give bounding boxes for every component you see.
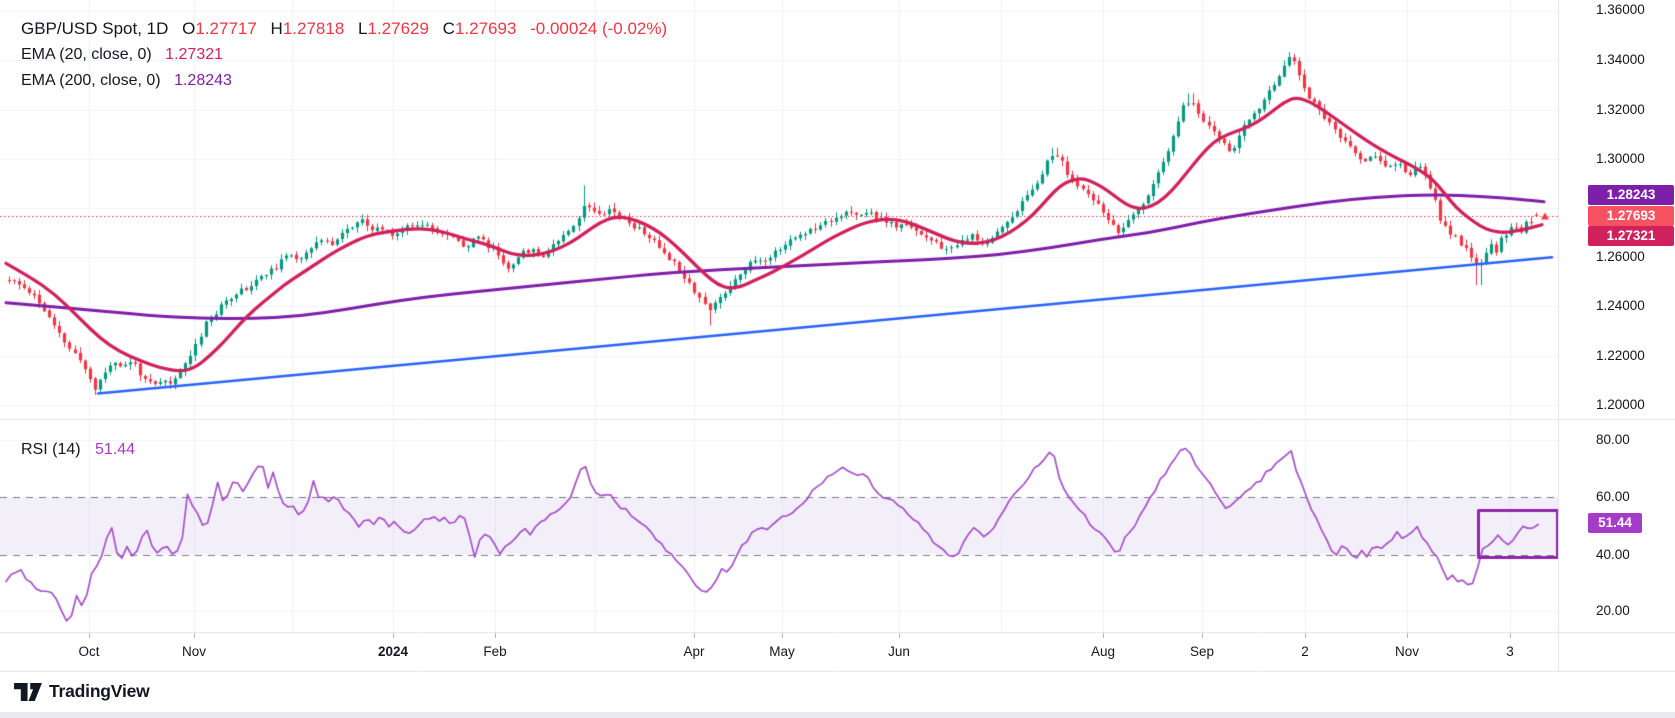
axis-tick-label: 1.26000 xyxy=(1596,249,1645,264)
time-axis-label: 2 xyxy=(1301,644,1309,659)
symbol-title: GBP/USD Spot, 1D xyxy=(21,19,169,38)
time-axis-label: Sep xyxy=(1189,644,1215,659)
low-value: 1.27629 xyxy=(367,19,429,38)
open-label: O xyxy=(182,19,196,38)
legend-ema200-row[interactable]: EMA (200, close, 0) 1.28243 xyxy=(21,68,667,94)
time-axis-label: Oct xyxy=(78,644,100,659)
time-axis-label: May xyxy=(769,644,795,659)
time-axis-tick xyxy=(89,633,90,638)
axis-tick-label: 1.22000 xyxy=(1596,348,1645,363)
axis-tick-label: 1.36000 xyxy=(1596,2,1645,17)
rsi-value: 51.44 xyxy=(95,441,136,458)
time-axis-tick xyxy=(1510,633,1511,638)
rsi-label: RSI (14) xyxy=(21,441,81,458)
axis-tick-label: 1.30000 xyxy=(1596,151,1645,166)
axis-tick-label: 40.00 xyxy=(1596,547,1630,562)
low-label: L xyxy=(358,19,368,38)
axis-tick-label: 1.20000 xyxy=(1596,397,1645,412)
close-label: C xyxy=(442,19,455,38)
tradingview-logo-icon[interactable] xyxy=(14,682,42,701)
axis-tick-label: 80.00 xyxy=(1596,432,1630,447)
chart-legend: GBP/USD Spot, 1D O1.27717 H1.27818 L1.27… xyxy=(21,16,667,94)
footer: TradingView xyxy=(14,681,150,702)
time-axis-tick xyxy=(782,633,783,638)
time-axis-tick xyxy=(1407,633,1408,638)
time-axis-label: Apr xyxy=(683,644,705,659)
axis-tick-label: 20.00 xyxy=(1596,603,1630,618)
rsi-badge: 51.44 xyxy=(1588,513,1642,533)
rsi-legend-row[interactable]: RSI (14) 51.44 xyxy=(21,439,135,461)
ema200-label: EMA (200, close, 0) xyxy=(21,72,161,89)
price-badge: 1.27321 xyxy=(1588,226,1674,246)
time-axis-tick xyxy=(694,633,695,638)
axis-tick-label: 60.00 xyxy=(1596,489,1630,504)
axis-tick-label: 1.24000 xyxy=(1596,298,1645,313)
time-axis-label: Feb xyxy=(483,644,507,659)
time-axis-tick xyxy=(495,633,496,638)
ema200-value: 1.28243 xyxy=(174,72,232,89)
price-badge: 1.28243 xyxy=(1588,185,1674,205)
high-label: H xyxy=(270,19,283,38)
legend-symbol-row[interactable]: GBP/USD Spot, 1D O1.27717 H1.27818 L1.27… xyxy=(21,16,667,42)
close-value: 1.27693 xyxy=(454,19,517,38)
legend-ema20-row[interactable]: EMA (20, close, 0) 1.27321 xyxy=(21,42,667,68)
time-axis-label: Nov xyxy=(181,644,207,659)
time-axis-tick xyxy=(393,633,394,638)
axis-tick-label: 1.34000 xyxy=(1596,52,1645,67)
time-axis-label: Nov xyxy=(1394,644,1420,659)
time-axis-label: Aug xyxy=(1090,644,1116,659)
time-axis-tick xyxy=(1202,633,1203,638)
ema20-label: EMA (20, close, 0) xyxy=(21,46,152,63)
time-axis-label: 2024 xyxy=(377,644,409,659)
ema20-value: 1.27321 xyxy=(165,46,224,63)
axis-tick-label: 1.32000 xyxy=(1596,102,1645,117)
bottom-strip xyxy=(0,712,1675,718)
time-axis-tick xyxy=(899,633,900,638)
change-value: -0.00024 (-0.02%) xyxy=(530,19,668,38)
time-axis-label: Jun xyxy=(888,644,910,659)
price-badge: 1.27693 xyxy=(1588,206,1674,226)
time-axis-tick xyxy=(194,633,195,638)
time-axis-tick xyxy=(1103,633,1104,638)
open-value: 1.27717 xyxy=(195,19,257,38)
time-axis-tick xyxy=(1305,633,1306,638)
brand-name[interactable]: TradingView xyxy=(49,681,150,701)
time-axis-label: 3 xyxy=(1506,644,1514,659)
high-value: 1.27818 xyxy=(282,19,345,38)
